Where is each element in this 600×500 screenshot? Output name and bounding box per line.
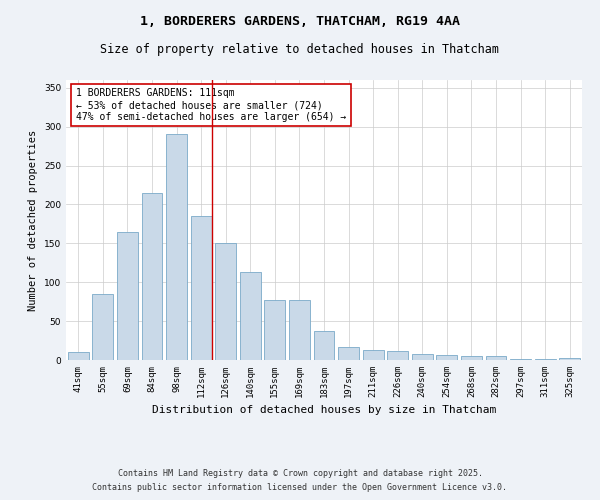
Text: Size of property relative to detached houses in Thatcham: Size of property relative to detached ho…	[101, 42, 499, 56]
Bar	[485, 356, 506, 360]
Y-axis label: Number of detached properties: Number of detached properties	[28, 130, 38, 310]
Bar	[166, 134, 187, 360]
Bar	[535, 359, 556, 360]
Text: 1 BORDERERS GARDENS: 111sqm
← 53% of detached houses are smaller (724)
47% of se: 1 BORDERERS GARDENS: 111sqm ← 53% of det…	[76, 88, 347, 122]
Bar	[240, 272, 261, 360]
X-axis label: Distribution of detached houses by size in Thatcham: Distribution of detached houses by size …	[152, 406, 496, 415]
Bar	[338, 347, 359, 360]
Text: 1, BORDERERS GARDENS, THATCHAM, RG19 4AA: 1, BORDERERS GARDENS, THATCHAM, RG19 4AA	[140, 15, 460, 28]
Bar	[387, 350, 408, 360]
Bar	[191, 216, 212, 360]
Bar	[92, 294, 113, 360]
Bar	[289, 300, 310, 360]
Bar	[142, 193, 163, 360]
Bar	[265, 300, 286, 360]
Bar	[412, 354, 433, 360]
Text: Contains public sector information licensed under the Open Government Licence v3: Contains public sector information licen…	[92, 484, 508, 492]
Bar	[68, 352, 89, 360]
Bar	[215, 244, 236, 360]
Bar	[559, 358, 580, 360]
Bar	[362, 350, 383, 360]
Bar	[510, 359, 531, 360]
Bar	[314, 331, 334, 360]
Bar	[436, 354, 457, 360]
Bar	[117, 232, 138, 360]
Bar	[461, 356, 482, 360]
Text: Contains HM Land Registry data © Crown copyright and database right 2025.: Contains HM Land Registry data © Crown c…	[118, 468, 482, 477]
